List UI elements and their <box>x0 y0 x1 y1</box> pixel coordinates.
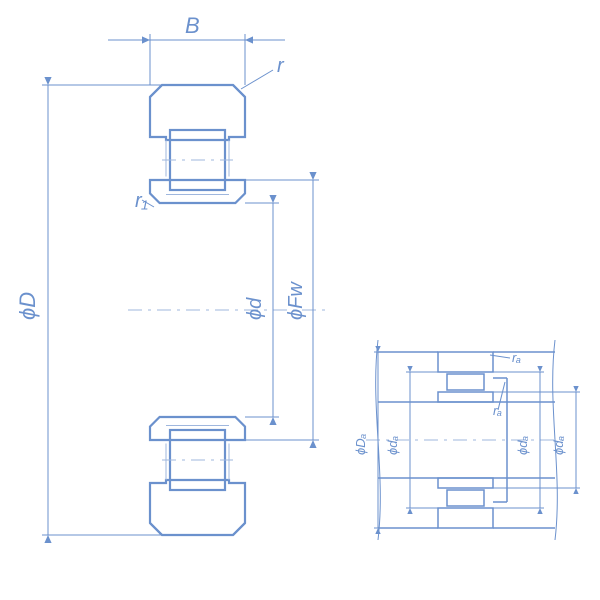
dim-label: rₐ <box>493 403 502 418</box>
dim-label: ϕFᴡ <box>285 281 307 320</box>
dim-label: r <box>277 55 285 77</box>
dim-label: ϕDₐ <box>353 433 368 455</box>
dim-label: rₐ <box>512 350 521 365</box>
dim-label: ϕdₐ <box>385 436 400 455</box>
dim-label: ϕD <box>15 292 40 320</box>
dim-label: r₁ <box>135 190 148 212</box>
dim-label: ϕdₐ <box>515 436 530 455</box>
dim-label: B <box>185 13 200 38</box>
dim-label: ϕdₐ <box>551 436 566 455</box>
dim-label: ϕd <box>244 297 266 320</box>
